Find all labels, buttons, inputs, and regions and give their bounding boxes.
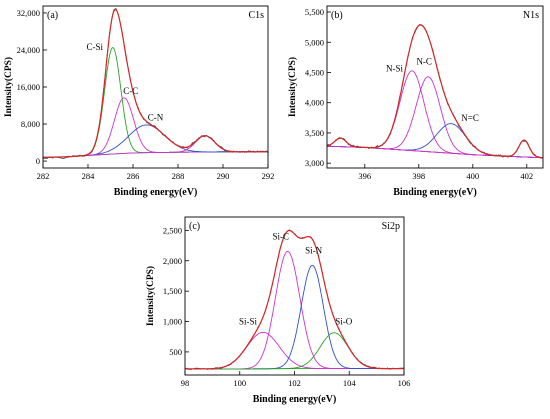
y-tick-label: 16,000: [17, 82, 40, 92]
raw-data-line: [185, 229, 404, 371]
envelope-fit-line: [43, 8, 268, 158]
plot-frame: [326, 5, 544, 169]
chart-panel-1: 282 284 286 288 290 292 0 8,000 16,000 24,000 32,0…: [3, 5, 275, 198]
y-tick-label: 2,000: [163, 256, 182, 266]
peak-si-n-line: [185, 264, 404, 370]
panel-label: (c): [189, 221, 200, 232]
peak-annotation: N-C: [416, 57, 432, 67]
y-axis-label: Intensity(CPS): [145, 266, 156, 326]
peak-si-c-line: [185, 250, 404, 370]
x-tick-label: 282: [37, 171, 50, 181]
y-tick-label: 24,000: [17, 45, 40, 55]
element-label: C1s: [248, 10, 264, 21]
x-tick-label: 396: [358, 171, 371, 181]
x-tick-label: 398: [412, 171, 425, 181]
x-tick-label: 284: [82, 171, 96, 181]
envelope-fit-line: [185, 229, 404, 370]
peak-c-si-line: [43, 47, 268, 158]
x-axis-label: Binding energy(eV): [253, 394, 337, 405]
panel-label: (a): [47, 10, 58, 21]
y-axis-label: Intensity(CPS): [287, 57, 298, 117]
raw-data-line: [327, 23, 543, 159]
y-tick-label: 5,000: [305, 37, 324, 47]
panel-label: (b): [331, 10, 343, 21]
x-tick-label: 292: [262, 171, 275, 181]
y-tick-label: 0: [36, 156, 40, 166]
peak-annotation: N-Si: [386, 63, 404, 73]
x-tick-label: 402: [520, 171, 533, 181]
peak-4-line: [43, 135, 268, 158]
y-tick-label: 2,500: [163, 225, 182, 235]
plot-area: [327, 23, 543, 159]
y-tick-label: 1,000: [163, 317, 182, 327]
peak-annotation: Si-Si: [239, 317, 258, 327]
plot-frame: [184, 216, 405, 376]
element-label: Si2p: [382, 221, 400, 232]
peak-annotation: Si-C: [273, 231, 290, 241]
x-tick-label: 102: [288, 378, 301, 388]
plot-area: [185, 229, 404, 371]
envelope-fit-line: [327, 24, 543, 159]
y-tick-label: 3,500: [305, 128, 324, 138]
element-label: N1s: [523, 10, 539, 21]
y-axis-label: Intensity(CPS): [3, 57, 14, 117]
x-tick-label: 98: [181, 378, 190, 388]
raw-data-line: [43, 8, 268, 160]
y-tick-label: 1,500: [163, 286, 182, 296]
chart-panel-3: 98 100 102 104 106 500 1,000 1,500 2,000 2,500 Bin…: [145, 216, 411, 405]
x-tick-label: 100: [233, 378, 246, 388]
y-tick-label: 5,500: [305, 7, 324, 17]
x-tick-label: 400: [466, 171, 479, 181]
y-tick-label: 4,500: [305, 67, 324, 77]
y-tick-label: 8,000: [21, 119, 40, 129]
y-tick-label: 4,000: [305, 98, 324, 108]
peak-annotation: Si-O: [335, 317, 353, 327]
x-tick-label: 104: [343, 378, 357, 388]
peak-annotation: C-Si: [86, 42, 103, 52]
y-tick-label: 3,000: [305, 158, 324, 168]
peak-n-c-line: [327, 76, 543, 159]
plot-area: [43, 8, 268, 160]
y-tick-label: 500: [169, 347, 182, 357]
peak-annotation: C-N: [148, 112, 164, 122]
plot-frame: [42, 5, 269, 169]
x-tick-label: 288: [172, 171, 185, 181]
x-tick-label: 106: [398, 378, 411, 388]
y-tick-label: 32,000: [17, 8, 40, 18]
peak-n-si-line: [327, 70, 543, 159]
peak-4-line: [327, 137, 543, 159]
x-axis-label: Binding energy(eV): [114, 187, 198, 198]
chart-panel-2: 396 398 400 402 3,000 3,500 4,000 4,500 5,000 5,5…: [287, 5, 544, 198]
peak-si-si-line: [185, 331, 404, 370]
peak-5-line: [327, 139, 543, 159]
peak-annotation: C-C: [123, 86, 138, 96]
x-tick-label: 290: [217, 171, 230, 181]
x-tick-label: 286: [127, 171, 140, 181]
x-axis-label: Binding energy(eV): [393, 187, 477, 198]
peak-annotation: N=C: [461, 113, 479, 123]
peak-annotation: Si-N: [305, 245, 323, 255]
